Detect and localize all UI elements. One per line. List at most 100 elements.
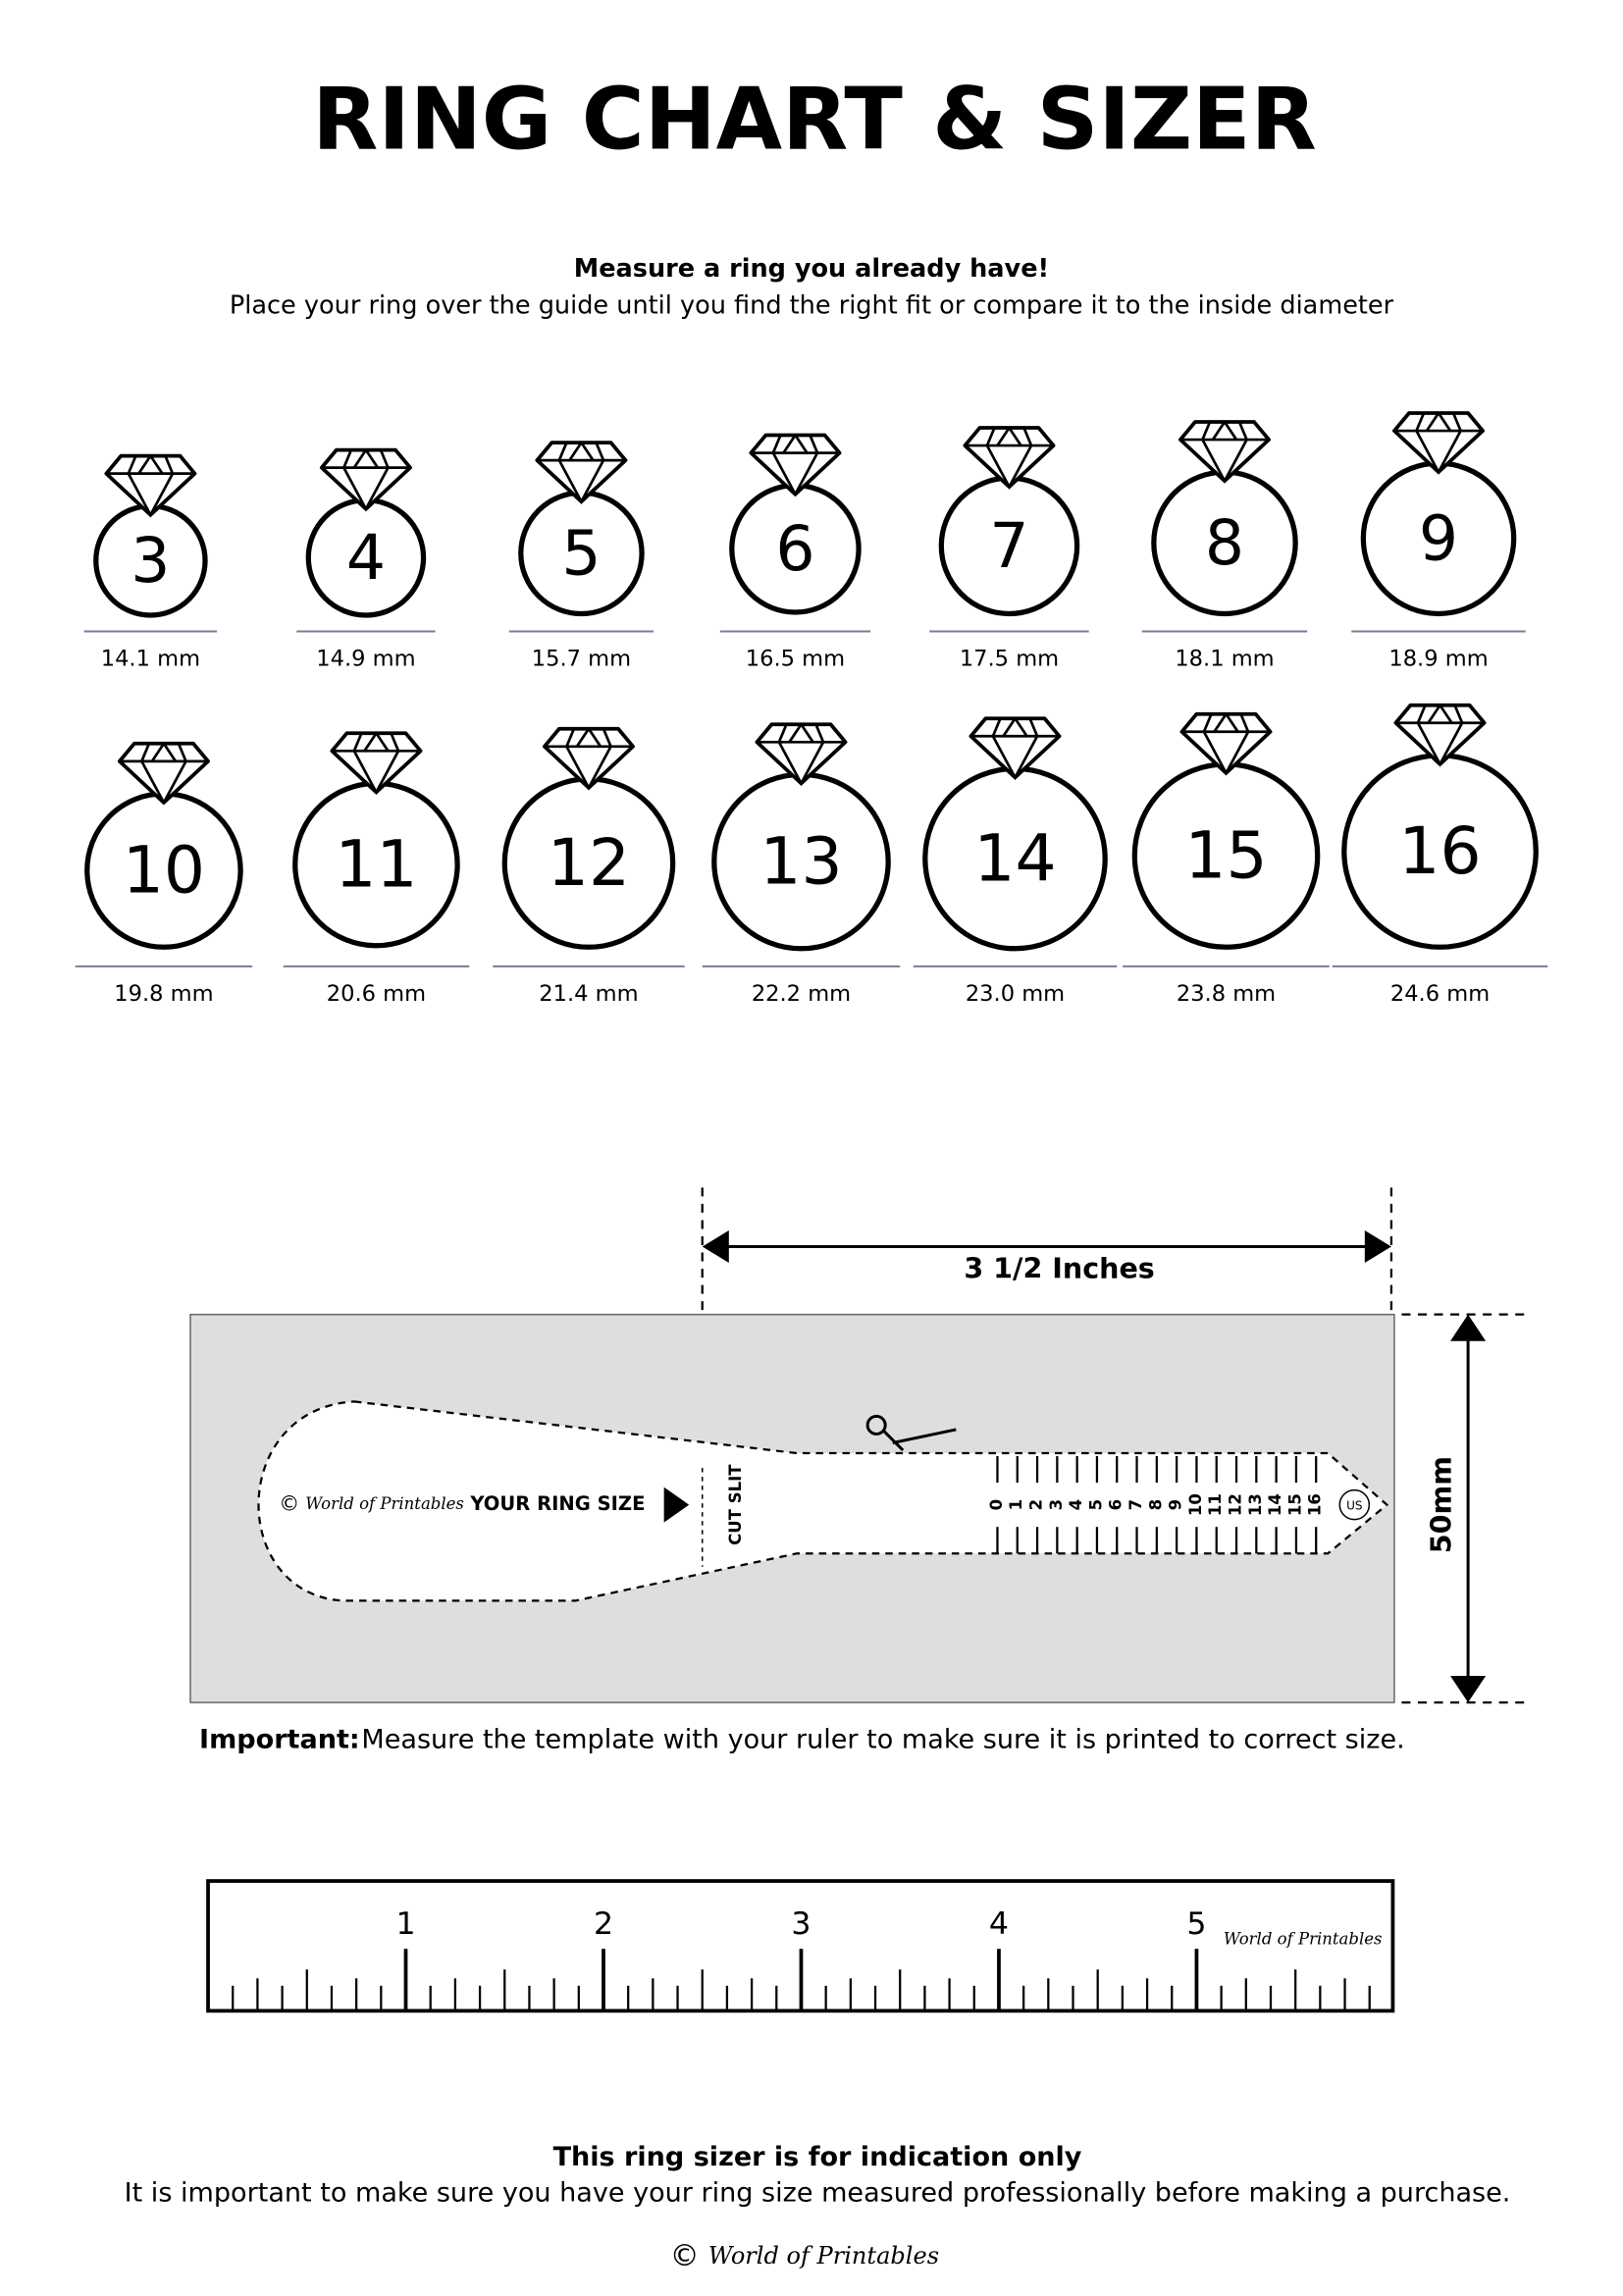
ring: 16 24.6 mm: [1332, 703, 1548, 1007]
pointer: [663, 1487, 690, 1523]
ring-diameter: 23.0 mm: [966, 981, 1065, 1007]
ring: 6 16.5 mm: [719, 433, 871, 672]
ring-size: 5: [561, 516, 601, 589]
diamond-facets: [332, 732, 421, 796]
diamond-facets: [1179, 421, 1270, 485]
scale-number: 4: [1067, 1499, 1085, 1511]
footer-heading: This ring sizer is for indication only: [553, 2142, 1082, 2172]
dimension-lines: [701, 1187, 1531, 1704]
ruler-number: 2: [594, 1906, 613, 1942]
footer-brand: World of Printables: [708, 2242, 939, 2270]
ring-size: 3: [131, 524, 170, 597]
ring-size: 9: [1419, 501, 1458, 574]
ring-size: 4: [346, 521, 386, 594]
scale-number: 13: [1246, 1493, 1265, 1516]
ring-size: 12: [548, 825, 630, 901]
unit: US: [1346, 1499, 1362, 1513]
ring: 8 18.1 mm: [1141, 420, 1308, 672]
ring-diameter: 16.5 mm: [746, 647, 845, 672]
arrow-heads: [702, 1229, 1487, 1703]
your-ring-size: YOUR RING SIZE: [469, 1492, 645, 1515]
ring: 4 14.9 mm: [296, 447, 436, 672]
scale-number: 16: [1306, 1493, 1325, 1516]
ring: 9 18.9 mm: [1351, 411, 1526, 672]
scale-number: 10: [1186, 1493, 1205, 1516]
ring-diameter: 24.6 mm: [1390, 981, 1490, 1007]
ring-size: 10: [123, 833, 205, 909]
ring: 14 23.0 mm: [913, 716, 1118, 1007]
intro-text: Place your ring over the guide until you…: [230, 291, 1394, 321]
scale-number: 9: [1167, 1499, 1185, 1511]
scale-number: 0: [987, 1499, 1006, 1511]
ring-diameter: 23.8 mm: [1177, 981, 1276, 1007]
diamond-facets: [965, 427, 1054, 491]
diamond-facets: [106, 454, 195, 518]
scale-number: 15: [1285, 1493, 1304, 1516]
ring-diameter: 14.9 mm: [316, 647, 415, 672]
ring-diameter: 19.8 mm: [114, 981, 213, 1007]
height-label: 50mm: [1425, 1456, 1458, 1553]
ring: 3 14.1 mm: [83, 453, 218, 672]
scale-number: 3: [1047, 1499, 1066, 1511]
diamond-facets: [119, 743, 209, 806]
scale-number: 11: [1206, 1493, 1225, 1516]
diamond-facets: [1393, 412, 1484, 476]
intro-heading: Measure a ring you already have!: [574, 254, 1049, 284]
brand-mark: ©: [279, 1491, 299, 1516]
diamond-facets: [1181, 712, 1271, 776]
scale-number: 7: [1126, 1499, 1145, 1511]
diamond-facets: [1395, 704, 1485, 767]
diamond-facets: [751, 434, 840, 497]
ring: 15 23.8 mm: [1123, 711, 1330, 1007]
ring-diameter: 15.7 mm: [532, 647, 631, 672]
cut-slit: CUT SLIT: [726, 1464, 745, 1545]
ring-size: 14: [973, 821, 1056, 897]
ring: 5 15.7 mm: [508, 441, 654, 672]
ring-size: 15: [1184, 818, 1267, 894]
diamond-facets: [321, 448, 411, 512]
footer-brand-mark: ©: [670, 2239, 700, 2273]
scale-number: 6: [1107, 1499, 1126, 1511]
scale-number: 14: [1266, 1493, 1284, 1516]
ring-diameter: 14.1 mm: [101, 647, 200, 672]
ruler-brand: World of Printables: [1224, 1930, 1383, 1949]
scale-number: 2: [1027, 1499, 1046, 1511]
important-label: Important:: [199, 1725, 360, 1755]
ring-diameter: 18.9 mm: [1388, 647, 1488, 672]
ring-diameter: 17.5 mm: [960, 647, 1059, 672]
ring: 13 22.2 mm: [702, 722, 901, 1007]
scale-number: 8: [1146, 1499, 1165, 1511]
ring-diameter: 22.2 mm: [752, 981, 851, 1007]
ruler-number: 5: [1186, 1906, 1206, 1942]
ring-diameter: 18.1 mm: [1175, 647, 1274, 672]
brand: World of Printables: [305, 1494, 464, 1513]
scale-number: 12: [1227, 1493, 1245, 1516]
ruler-number: 4: [989, 1906, 1009, 1942]
title: RING CHART & SIZER: [312, 70, 1316, 170]
ring-size: 13: [759, 824, 842, 900]
ring-size: 16: [1398, 813, 1481, 889]
unit-circle: [1338, 1488, 1371, 1521]
ruler-number: 3: [791, 1906, 811, 1942]
footer-text: It is important to make sure you have yo…: [125, 2177, 1511, 2208]
ring: 12 21.4 mm: [493, 726, 685, 1007]
ring-size: 6: [775, 512, 814, 585]
scale-number: 1: [1007, 1499, 1025, 1511]
diamond-facets: [970, 717, 1060, 781]
scale-number: 5: [1086, 1499, 1105, 1511]
ring-size: 7: [989, 509, 1028, 582]
width-label: 3 1/2 Inches: [964, 1252, 1154, 1285]
ring: 7 17.5 mm: [929, 426, 1089, 672]
ring: 10 19.8 mm: [75, 741, 253, 1007]
sizer-strip: [257, 1400, 1389, 1602]
ruler-ticks: [232, 1949, 1371, 2011]
scissors: [865, 1414, 957, 1452]
diamond-facets: [757, 723, 846, 787]
important-text: Measure the template with your ruler to …: [361, 1725, 1404, 1755]
diamond-facets: [537, 442, 626, 505]
ring-diameter: 21.4 mm: [539, 981, 638, 1007]
ring: 11 20.6 mm: [283, 731, 470, 1007]
ring-size: 8: [1205, 506, 1244, 579]
